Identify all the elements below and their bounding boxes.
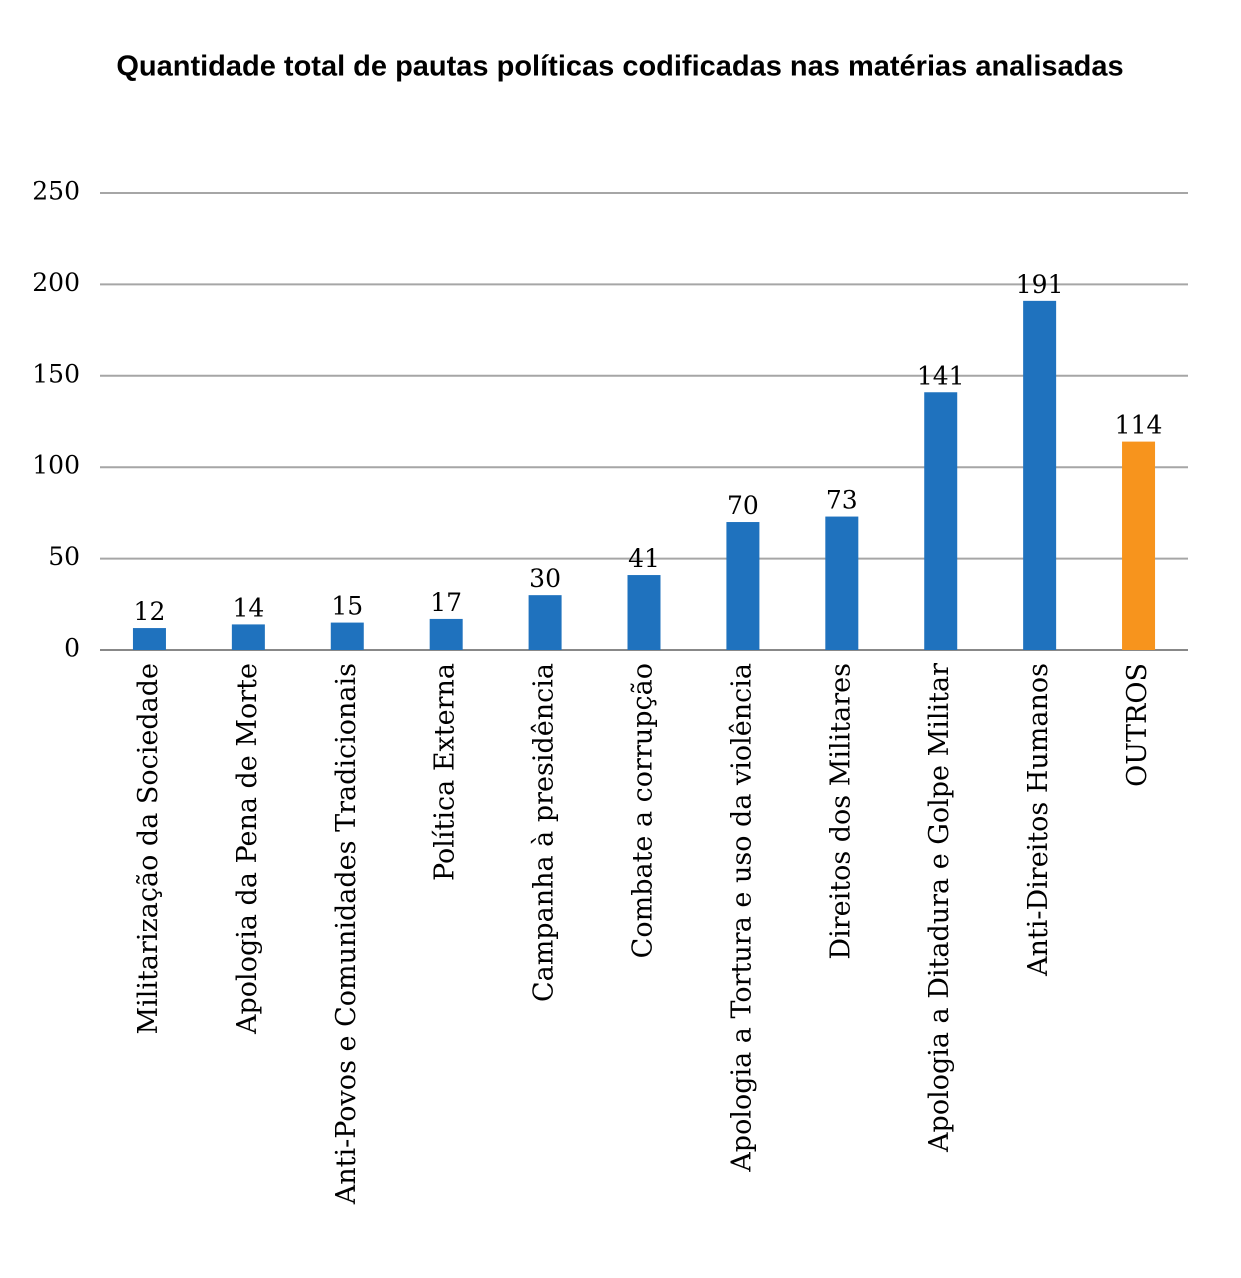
y-tick-label: 150: [32, 359, 80, 388]
y-tick-label: 250: [32, 177, 80, 206]
chart-title: Quantidade total de pautas políticas cod…: [116, 51, 1123, 83]
x-tick-label: Combate a corrupção: [628, 663, 659, 958]
bar: [132, 628, 166, 650]
bar: [429, 618, 463, 650]
bar: [231, 624, 265, 650]
y-tick-label: 100: [32, 451, 80, 480]
data-label: 30: [529, 564, 561, 593]
x-tick-label: OUTROS: [1122, 663, 1153, 787]
data-label: 41: [628, 544, 660, 573]
bar: [726, 522, 760, 650]
x-tick-label: Apologia a Ditadura e Golpe Militar: [924, 663, 955, 1153]
bar: [1122, 441, 1156, 650]
x-tick-label: Campanha à presidência: [529, 663, 560, 1002]
data-label: 191: [1016, 270, 1064, 299]
data-label: 12: [134, 597, 166, 626]
bar: [825, 516, 859, 650]
x-tick-label: Apologia a Tortura e uso da violência: [726, 663, 757, 1173]
data-label: 15: [331, 592, 363, 621]
y-tick-label: 0: [64, 634, 80, 663]
bar: [627, 575, 661, 650]
data-label: 14: [232, 593, 264, 622]
y-tick-label: 200: [32, 268, 80, 297]
data-label: 114: [1115, 411, 1163, 440]
bar: [330, 622, 364, 650]
x-tick-label: Apologia da Pena de Morte: [232, 663, 263, 1035]
x-tick-label: Anti-Direitos Humanos: [1023, 663, 1054, 977]
y-tick-label: 50: [48, 542, 80, 571]
x-tick-label: Direitos dos Militares: [825, 663, 856, 960]
data-label: 141: [917, 361, 965, 390]
data-label: 17: [430, 588, 462, 617]
bar: [528, 595, 562, 650]
x-tick-label: Militarização da Sociedade: [133, 663, 164, 1035]
x-tick-label: Política Externa: [430, 663, 461, 881]
bar: [924, 392, 958, 650]
bar: [1023, 300, 1057, 650]
data-label: 73: [826, 486, 858, 515]
data-label: 70: [727, 491, 759, 520]
x-tick-label: Anti-Povos e Comunidades Tradicionais: [331, 663, 362, 1205]
